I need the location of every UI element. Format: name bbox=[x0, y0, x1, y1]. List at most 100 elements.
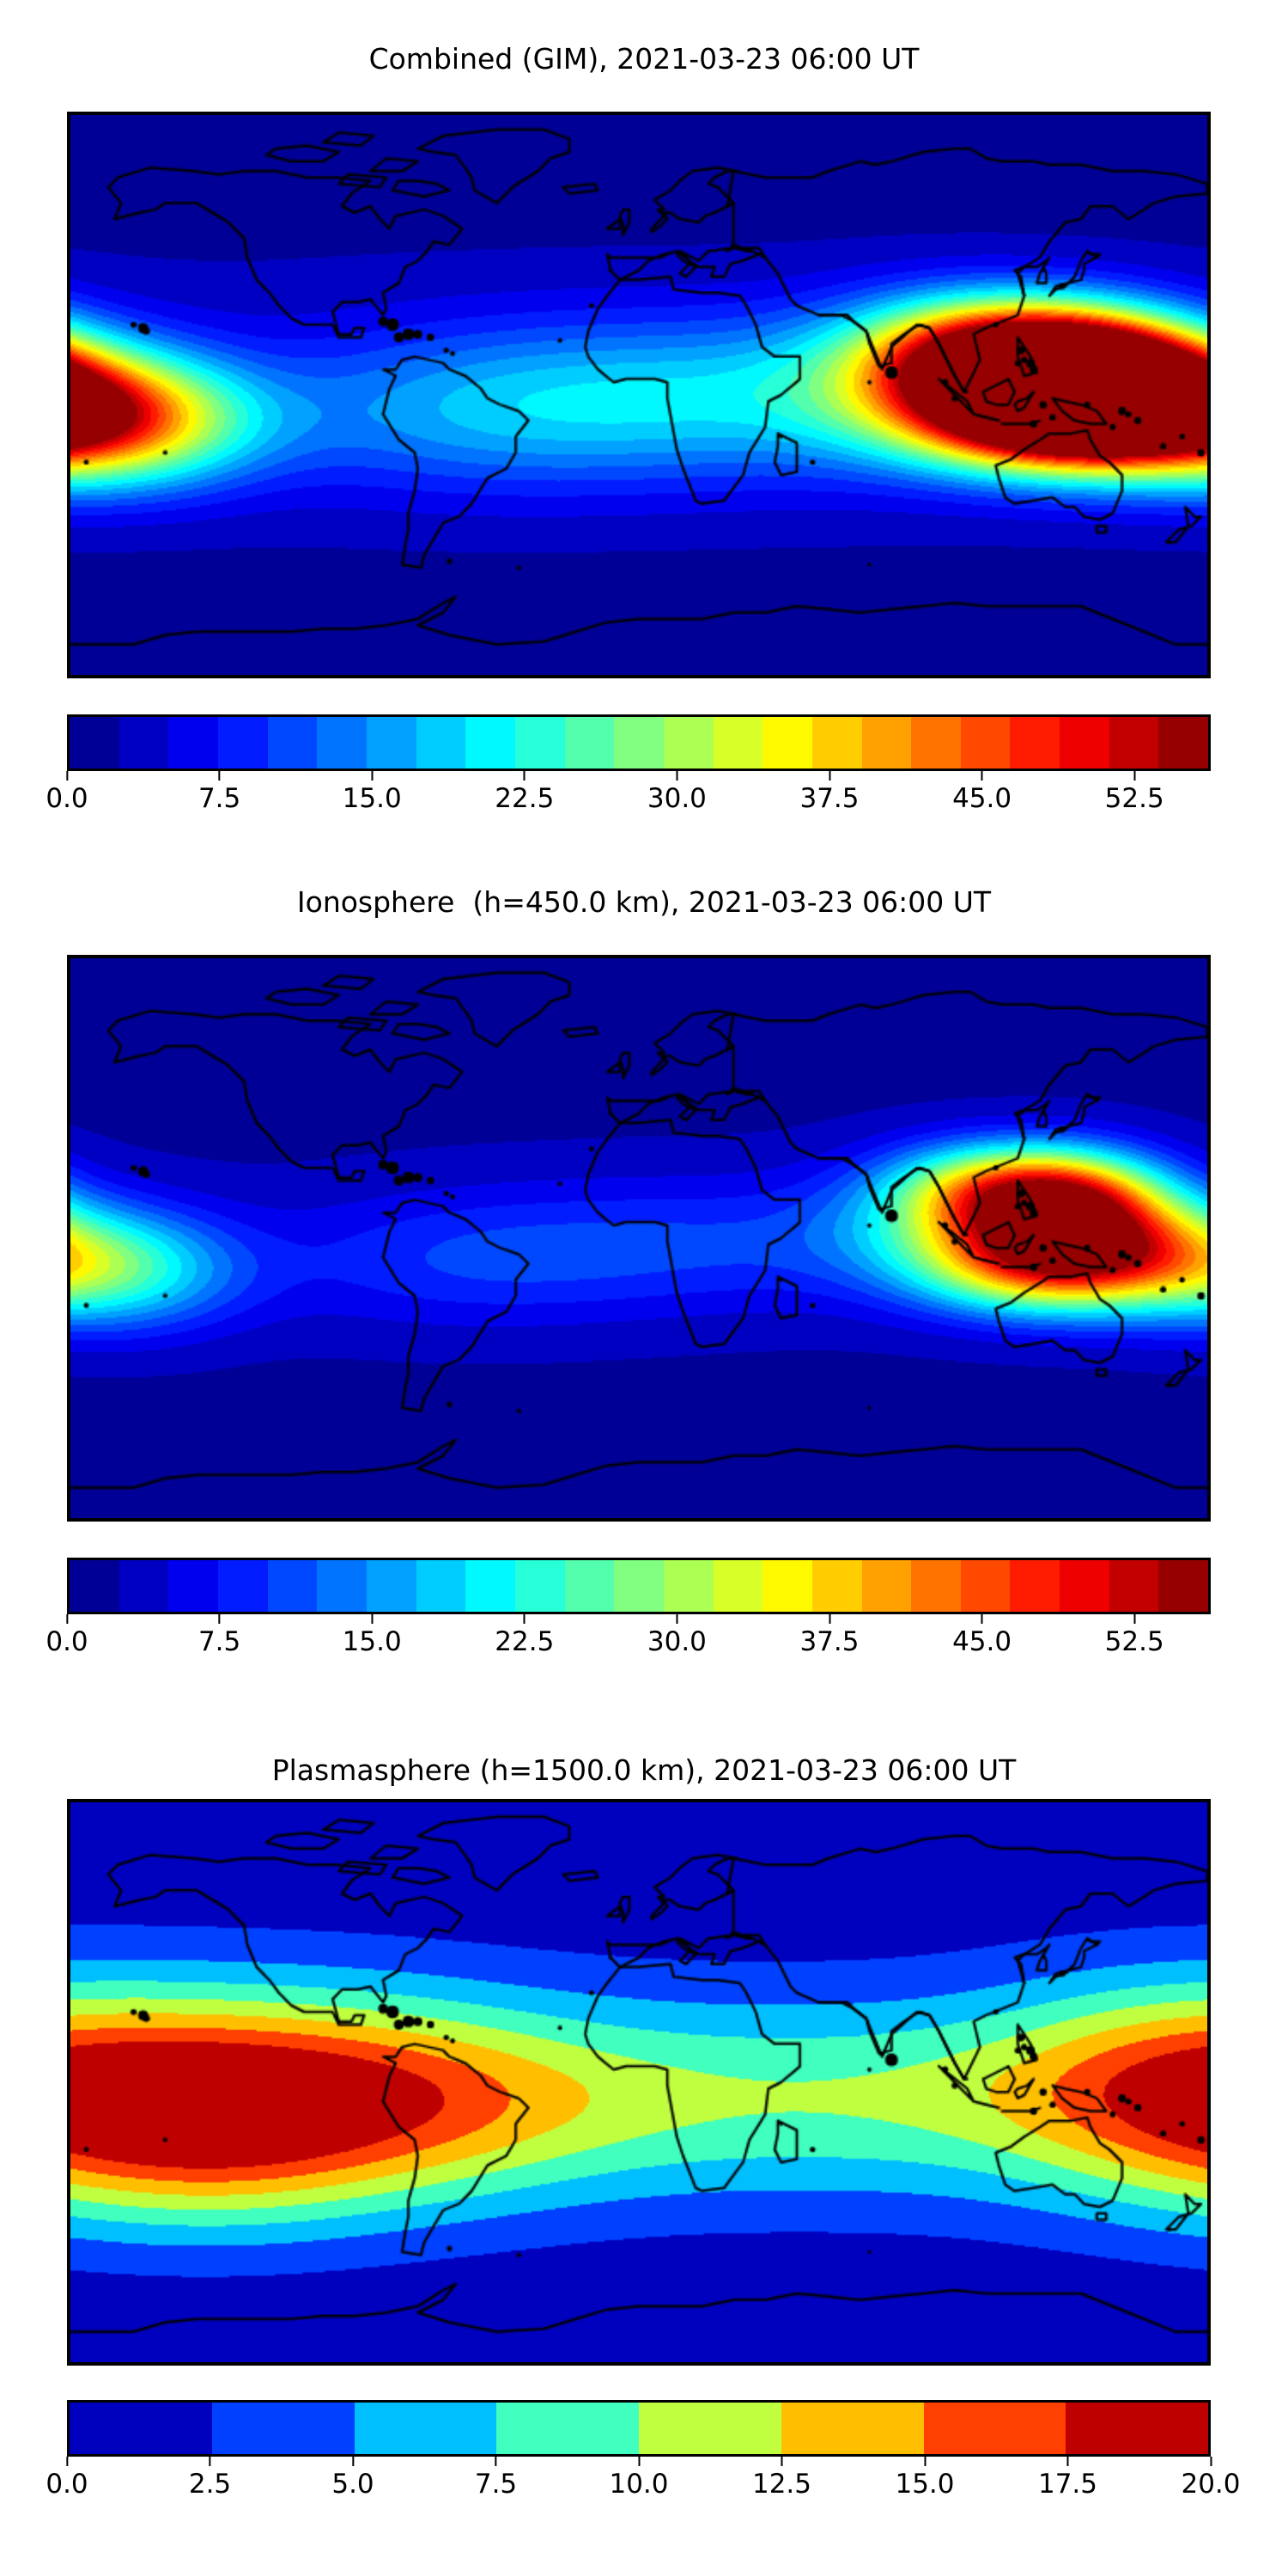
tick-mark bbox=[829, 1614, 830, 1624]
tick-mark bbox=[981, 1614, 983, 1624]
colorbar-segment bbox=[960, 1560, 1011, 1612]
tick-label: 7.5 bbox=[197, 1626, 241, 1657]
colorbar-tick: 37.5 bbox=[799, 1614, 860, 1657]
colorbar-segment bbox=[1109, 1560, 1159, 1612]
colorbar-segment bbox=[267, 1560, 318, 1612]
tick-mark bbox=[781, 2457, 783, 2466]
colorbar-tick: 2.5 bbox=[189, 2457, 231, 2498]
tick-label: 22.5 bbox=[495, 783, 555, 814]
colorbar-segment bbox=[366, 717, 416, 769]
colorbar-segment bbox=[70, 717, 119, 769]
colorbar-tick: 15.0 bbox=[343, 771, 402, 812]
colorbar-tick: 45.0 bbox=[952, 771, 1012, 812]
tick-label: 22.5 bbox=[495, 1626, 555, 1657]
tick-label: 5.0 bbox=[331, 2469, 374, 2500]
tick-mark bbox=[1066, 2457, 1069, 2466]
colorbar-tick: 22.5 bbox=[495, 1614, 554, 1656]
panel-combined-gim: Combined (GIM), 2021-03-23 06:00 UT 0.0 7… bbox=[0, 0, 1288, 859]
tick-label: 7.5 bbox=[474, 2469, 518, 2500]
colorbar-tick: 15.0 bbox=[895, 2457, 955, 2500]
colorbar-tick: 15.0 bbox=[343, 1614, 402, 1656]
map-canvas-plasmasphere bbox=[70, 1802, 1207, 2362]
panel-title-ionosphere: Ionosphere (h=450.0 km), 2021-03-23 06:0… bbox=[296, 885, 992, 919]
tick-label: 2.5 bbox=[188, 2469, 232, 2500]
colorbar-segment bbox=[1010, 717, 1060, 769]
colorbar-segment bbox=[416, 1560, 466, 1612]
colorbar-tick: 0.0 bbox=[46, 771, 88, 812]
tick-label: 12.5 bbox=[751, 2469, 812, 2500]
tick-label: 45.0 bbox=[952, 1626, 1012, 1657]
tick-mark bbox=[981, 771, 983, 781]
tick-label: 7.5 bbox=[197, 783, 241, 814]
colorbar-segment bbox=[514, 1560, 565, 1612]
tick-mark bbox=[66, 1614, 68, 1624]
colorbar-segment bbox=[811, 717, 862, 769]
colorbar-segment bbox=[663, 717, 714, 769]
colorbar-segment bbox=[1158, 717, 1209, 769]
tick-label: 52.5 bbox=[1104, 1626, 1164, 1657]
colorbar-segment bbox=[811, 1560, 862, 1612]
colorbar-tick: 30.0 bbox=[647, 771, 707, 812]
colorbar-segment bbox=[713, 1560, 763, 1612]
tick-label: 45.0 bbox=[952, 783, 1012, 814]
colorbar-segment bbox=[416, 717, 466, 769]
tick-label: 15.0 bbox=[342, 1626, 402, 1657]
colorbar-segment bbox=[217, 717, 268, 769]
colorbar-tick: 5.0 bbox=[331, 2457, 374, 2498]
tick-label: 20.0 bbox=[1181, 2469, 1241, 2500]
tick-label: 17.5 bbox=[1037, 2469, 1098, 2500]
colorbar-segment bbox=[267, 717, 318, 769]
tick-label: 37.5 bbox=[799, 1626, 860, 1657]
map-canvas-combined-gim bbox=[70, 115, 1207, 675]
colorbar-ticks-combined-gim: 0.0 7.5 15.0 22.5 30.0 37.5 45.0 52.5 bbox=[46, 771, 1211, 823]
tick-mark bbox=[1133, 771, 1136, 781]
colorbar-segment bbox=[1109, 717, 1159, 769]
colorbar-segment bbox=[861, 1560, 912, 1612]
tick-mark bbox=[1133, 1614, 1136, 1624]
colorbar-tick: 17.5 bbox=[1038, 2457, 1097, 2498]
colorbar-segment bbox=[861, 717, 912, 769]
colorbar-segment bbox=[118, 1560, 169, 1612]
colorbar-ionosphere bbox=[67, 1558, 1211, 1614]
colorbar-segment bbox=[960, 717, 1011, 769]
colorbar-tick: 52.5 bbox=[1105, 771, 1164, 812]
tick-label: 15.0 bbox=[895, 2469, 955, 2500]
tick-label: 10.0 bbox=[609, 2469, 669, 2500]
colorbar-segment bbox=[354, 2403, 497, 2454]
colorbar-segment bbox=[70, 1560, 119, 1612]
colorbar-segment bbox=[496, 2403, 639, 2454]
colorbar-segment bbox=[1060, 717, 1109, 769]
colorbar-segment bbox=[1158, 1560, 1209, 1612]
colorbar-segment bbox=[168, 1560, 218, 1612]
colorbar-gradient-combined-gim bbox=[67, 714, 1211, 771]
map-canvas-ionosphere bbox=[70, 958, 1207, 1518]
colorbar-segment bbox=[923, 2403, 1066, 2454]
colorbar-tick: 12.5 bbox=[752, 2457, 811, 2498]
tick-mark bbox=[371, 771, 374, 781]
colorbar-segment bbox=[564, 1560, 615, 1612]
tick-mark bbox=[352, 2457, 354, 2466]
colorbar-tick: 52.5 bbox=[1105, 1614, 1164, 1656]
tick-label: 0.0 bbox=[46, 2469, 88, 2500]
colorbar-segment bbox=[762, 717, 812, 769]
tick-label: 52.5 bbox=[1104, 783, 1164, 814]
colorbar-plasmasphere bbox=[67, 2400, 1211, 2457]
colorbar-segment bbox=[1060, 1560, 1109, 1612]
colorbar-ticks-ionosphere: 0.0 7.5 15.0 22.5 30.0 37.5 45.0 52.5 bbox=[46, 1614, 1211, 1666]
panel-plasmasphere: Plasmasphere (h=1500.0 km), 2021-03-23 0… bbox=[0, 1717, 1288, 2576]
colorbar-tick: 7.5 bbox=[475, 2457, 517, 2498]
colorbar-tick: 10.0 bbox=[609, 2457, 669, 2500]
colorbar-segment bbox=[911, 1560, 961, 1612]
tick-mark bbox=[66, 2457, 68, 2466]
colorbar-segment bbox=[614, 717, 664, 769]
colorbar-tick: 37.5 bbox=[799, 771, 860, 812]
colorbar-tick: 22.5 bbox=[495, 771, 554, 812]
colorbar-segment bbox=[713, 717, 763, 769]
colorbar-segment bbox=[317, 1560, 367, 1612]
colorbar-gradient-ionosphere bbox=[67, 1558, 1211, 1614]
colorbar-segment bbox=[317, 717, 367, 769]
colorbar-segment bbox=[211, 2403, 355, 2454]
tick-mark bbox=[924, 2457, 926, 2466]
colorbar-segment bbox=[217, 1560, 268, 1612]
